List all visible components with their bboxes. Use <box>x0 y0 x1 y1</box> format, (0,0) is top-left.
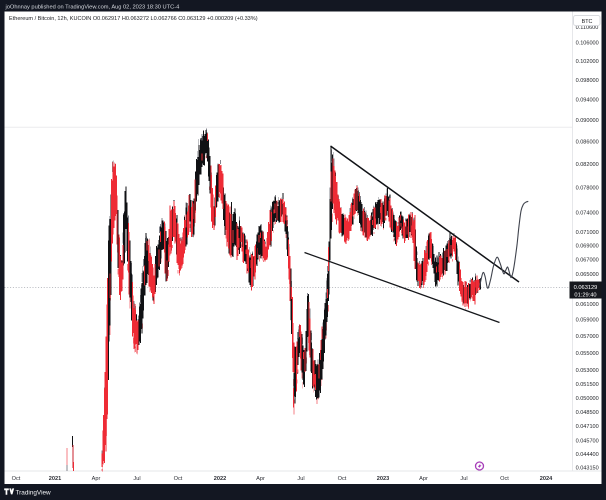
svg-text:0.059000: 0.059000 <box>576 318 599 324</box>
svg-text:Apr: Apr <box>419 476 428 482</box>
svg-text:0.044400: 0.044400 <box>576 452 599 458</box>
svg-text:Oct: Oct <box>338 476 347 482</box>
svg-text:0.050000: 0.050000 <box>576 396 599 402</box>
svg-text:01:29:40: 01:29:40 <box>574 292 596 298</box>
svg-text:2024: 2024 <box>540 476 553 482</box>
svg-text:Apr: Apr <box>92 476 101 482</box>
svg-text:0.051500: 0.051500 <box>576 382 599 388</box>
svg-text:0.071000: 0.071000 <box>576 230 599 236</box>
svg-text:0.069000: 0.069000 <box>576 244 599 250</box>
svg-text:Jul: Jul <box>297 476 304 482</box>
svg-text:0.043150: 0.043150 <box>576 465 599 471</box>
svg-text:2023: 2023 <box>377 476 389 482</box>
svg-text:0.098000: 0.098000 <box>576 78 599 84</box>
svg-text:joOhnnay published on TradingV: joOhnnay published on TradingView.com, A… <box>5 5 180 11</box>
svg-text:0.067000: 0.067000 <box>576 258 599 264</box>
svg-text:0.106000: 0.106000 <box>576 41 599 47</box>
svg-text:0.090000: 0.090000 <box>576 118 599 124</box>
svg-text:0.047100: 0.047100 <box>576 424 599 430</box>
svg-text:0.055000: 0.055000 <box>576 351 599 357</box>
svg-text:0.074000: 0.074000 <box>576 210 599 216</box>
svg-text:0.102000: 0.102000 <box>576 59 599 65</box>
svg-text:0.063129: 0.063129 <box>574 285 598 291</box>
svg-text:0.110600: 0.110600 <box>576 25 599 31</box>
svg-text:Apr: Apr <box>256 476 265 482</box>
svg-text:2022: 2022 <box>214 476 226 482</box>
svg-text:BTC: BTC <box>582 19 593 25</box>
svg-text:Oct: Oct <box>174 476 183 482</box>
svg-text:2021: 2021 <box>49 476 61 482</box>
svg-text:Jul: Jul <box>460 476 467 482</box>
svg-text:Ethereum / Bitcoin, 12h, KUCOI: Ethereum / Bitcoin, 12h, KUCOIN O0.06291… <box>9 16 258 22</box>
svg-text:Jul: Jul <box>133 476 140 482</box>
svg-text:0.086000: 0.086000 <box>576 139 599 145</box>
svg-text:Oct: Oct <box>500 476 509 482</box>
svg-text:0.082000: 0.082000 <box>576 162 599 168</box>
svg-text:Oct: Oct <box>12 476 21 482</box>
svg-text:0.053000: 0.053000 <box>576 368 599 374</box>
svg-text:0.057000: 0.057000 <box>576 334 599 340</box>
svg-text:0.094000: 0.094000 <box>576 97 599 103</box>
svg-text:0.048500: 0.048500 <box>576 410 599 416</box>
svg-text:0.061000: 0.061000 <box>576 302 599 308</box>
svg-text:0.078000: 0.078000 <box>576 186 599 192</box>
svg-text:0.065000: 0.065000 <box>576 272 599 278</box>
svg-text:0.045700: 0.045700 <box>576 438 599 444</box>
svg-text:TradingView: TradingView <box>16 490 52 497</box>
